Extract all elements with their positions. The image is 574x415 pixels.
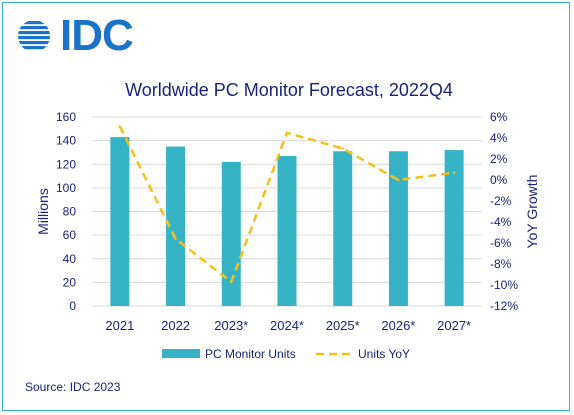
y-right-tick-label: 4% [490,131,508,145]
y-right-tick-label: 6% [490,110,508,124]
y-right-tick-label: -12% [490,299,518,313]
bar [110,137,130,306]
bar [221,161,241,306]
logo-text: IDC [60,11,134,60]
bar [277,155,297,306]
line-point [230,280,233,284]
bar [444,150,464,306]
x-tick-label: 2025* [326,318,360,333]
line-point [118,125,122,128]
line-point [397,178,400,182]
x-tick-label: 2022 [161,318,190,333]
line-point [452,171,456,174]
y-right-tick-label: -8% [490,257,512,271]
y-right-tick-label: 0% [490,173,508,187]
y-left-tick-label: 40 [63,252,77,266]
bar [388,151,408,306]
y-right-tick-label: -2% [490,194,512,208]
line-point [174,237,177,240]
y-left-tick-label: 120 [56,157,76,171]
legend-label-bar: PC Monitor Units [205,347,296,361]
y-left-tick-label: 60 [63,228,77,242]
y-right-tick-label: -10% [490,278,518,292]
y-left-tick-label: 20 [63,275,77,289]
y-left-tick-label: 0 [69,299,76,313]
y-left-axis-label: Millions [35,188,51,235]
bar [166,146,186,306]
y-right-tick-label: -4% [490,215,512,229]
x-tick-label: 2024* [270,318,304,333]
source-note: Source: IDC 2023 [25,380,121,394]
y-left-tick-label: 140 [56,134,76,148]
x-tick-label: 2026* [381,318,415,333]
x-tick-label: 2021 [105,318,134,333]
idc-logo: IDC [16,14,134,61]
y-left-tick-label: 100 [56,181,76,195]
x-tick-label: 2023* [214,318,248,333]
x-tick-label: 2027* [437,318,471,333]
y-right-tick-label: 2% [490,152,508,166]
y-left-tick-label: 80 [63,205,77,219]
chart-title: Worldwide PC Monitor Forecast, 2022Q4 [125,80,453,100]
y-left-tick-label: 160 [56,110,76,124]
bar [333,151,353,306]
legend-swatch-bar [162,349,200,358]
legend-label-line: Units YoY [358,347,410,361]
y-right-tick-label: -6% [490,236,512,250]
line-point [285,131,289,134]
globe-icon [18,21,50,50]
y-right-axis-label: YoY Growth [524,175,540,249]
line-point [341,147,344,150]
